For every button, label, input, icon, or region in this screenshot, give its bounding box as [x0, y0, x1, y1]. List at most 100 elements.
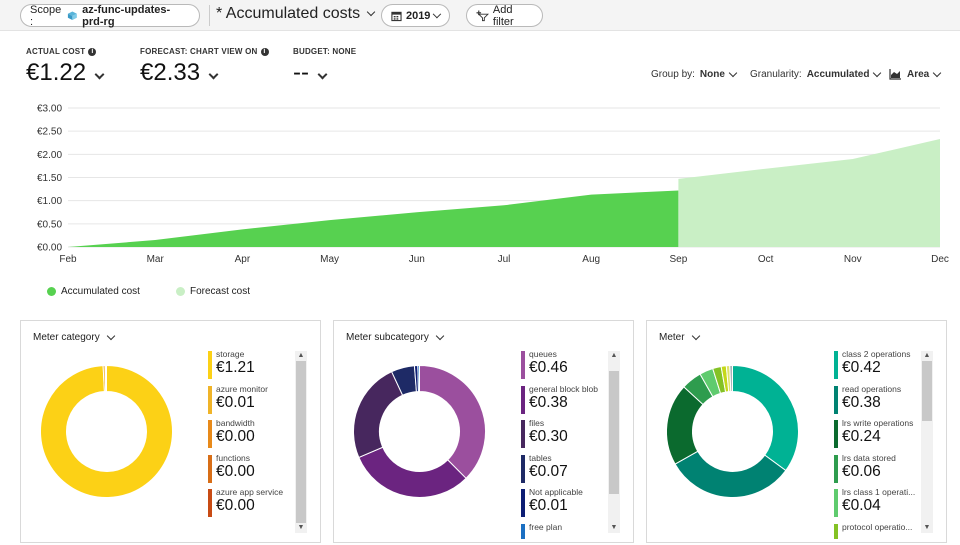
list-item[interactable]: free plan [521, 521, 609, 539]
date-range-button[interactable]: 2019 [381, 4, 450, 27]
scroll-thumb[interactable] [296, 361, 306, 523]
forecast-dropdown[interactable]: €2.33 [140, 60, 269, 86]
forecast-cost-area[interactable] [678, 139, 940, 247]
item-name: lrs class 1 operati... [842, 487, 916, 497]
card-title: Meter category [33, 332, 100, 343]
info-icon[interactable]: i [260, 47, 269, 56]
budget-value: -- [293, 59, 309, 86]
item-value: €0.07 [529, 462, 568, 480]
donut-slice[interactable] [358, 446, 467, 498]
item-name: lrs write operations [842, 418, 914, 428]
item-name: azure monitor [216, 383, 268, 394]
info-icon[interactable]: i [88, 47, 97, 56]
list-item[interactable]: queues €0.46 [521, 349, 609, 384]
chart-type-dropdown[interactable]: Area [889, 68, 942, 80]
item-value: €0.38 [529, 393, 568, 411]
list-item[interactable]: protocol operatio... [834, 522, 922, 539]
donut-slice[interactable] [105, 364, 107, 393]
list-item[interactable]: Not applicable €0.01 [521, 487, 609, 522]
y-tick-label: €2.50 [37, 127, 62, 138]
card-title: Meter subcategory [346, 332, 429, 343]
chevron-down-icon [106, 331, 115, 340]
x-tick-label: Oct [758, 254, 774, 265]
legend-item-accumulated[interactable]: Accumulated cost [47, 286, 140, 297]
year-label: 2019 [405, 9, 431, 22]
breakdown-list: class 2 operations €0.42 read operations… [834, 349, 922, 539]
x-tick-label: Nov [844, 254, 862, 265]
scope-selector[interactable]: Scope : az-func-updates-prd-rg [20, 4, 200, 28]
chevron-down-icon [691, 331, 700, 340]
forecast-kpi: FORECAST: CHART VIEW ON i €2.33 [140, 47, 269, 86]
card-title: Meter [659, 332, 685, 343]
donut-slice[interactable] [353, 371, 404, 459]
item-name: Not applicable [529, 487, 583, 497]
list-item[interactable]: lrs data stored €0.06 [834, 453, 922, 488]
list-item[interactable]: tables €0.07 [521, 453, 609, 488]
scroll-thumb[interactable] [922, 361, 932, 421]
granularity-dropdown[interactable]: Granularity: Accumulated [750, 68, 882, 80]
group-by-dropdown[interactable]: Group by: None [651, 68, 738, 80]
color-swatch [834, 489, 838, 517]
list-item[interactable]: general block blob €0.38 [521, 384, 609, 419]
color-swatch [834, 454, 838, 483]
card-title-dropdown[interactable]: Meter [659, 331, 700, 343]
actual-cost-kpi: ACTUAL COST i €1.22 [26, 47, 105, 86]
y-tick-label: €0.00 [37, 243, 62, 254]
list-item[interactable]: lrs write operations €0.24 [834, 418, 922, 453]
scroll-down-icon[interactable]: ▼ [610, 524, 618, 531]
item-value: €0.00 [216, 497, 255, 514]
list-item[interactable]: files €0.30 [521, 418, 609, 453]
legend-item-forecast[interactable]: Forecast cost [176, 286, 250, 297]
budget-dropdown[interactable]: -- [293, 60, 356, 86]
accumulated-cost-area[interactable] [68, 190, 679, 247]
card-title-dropdown[interactable]: Meter category [33, 331, 115, 343]
x-tick-label: Dec [931, 254, 949, 265]
color-swatch [208, 489, 212, 517]
scrollbar[interactable]: ▲ ▼ [295, 351, 307, 533]
item-value: €0.01 [529, 497, 568, 514]
donut-slice[interactable] [674, 450, 787, 498]
scroll-thumb[interactable] [609, 370, 619, 494]
list-item[interactable]: bandwidth €0.00 [208, 418, 296, 453]
item-name: free plan [529, 521, 563, 532]
donut-chart [40, 364, 173, 498]
color-swatch [521, 351, 525, 379]
donut-slice[interactable] [729, 364, 733, 393]
card-title-dropdown[interactable]: Meter subcategory [346, 331, 445, 343]
actual-cost-dropdown[interactable]: €1.22 [26, 60, 105, 86]
chevron-down-icon [433, 9, 442, 18]
x-tick-label: Apr [235, 254, 251, 265]
scroll-up-icon[interactable]: ▲ [297, 352, 305, 359]
toolbar: Scope : az-func-updates-prd-rg * Accumul… [0, 0, 960, 31]
item-name: general block blob [529, 383, 598, 394]
list-item[interactable]: class 2 operations €0.42 [834, 349, 922, 384]
donut-slice[interactable] [40, 364, 173, 498]
scroll-up-icon[interactable]: ▲ [923, 352, 931, 359]
donut-slice[interactable] [417, 364, 420, 393]
group-by-value: None [699, 69, 725, 80]
y-tick-label: €3.00 [37, 104, 62, 115]
legend-swatch [47, 287, 56, 296]
scroll-up-icon[interactable]: ▲ [610, 352, 618, 359]
list-item[interactable]: read operations €0.38 [834, 384, 922, 419]
scroll-down-icon[interactable]: ▼ [923, 524, 931, 531]
scrollbar[interactable]: ▲ ▼ [921, 351, 933, 533]
chevron-down-icon [933, 68, 942, 77]
add-filter-label: Add filter [492, 3, 514, 28]
list-item[interactable]: azure monitor €0.01 [208, 384, 296, 419]
item-name: azure app service [216, 487, 284, 497]
x-tick-label: May [320, 254, 339, 265]
list-item[interactable]: azure app service €0.00 [208, 487, 296, 522]
add-filter-button[interactable]: Add filter [466, 3, 543, 28]
scroll-down-icon[interactable]: ▼ [297, 524, 305, 531]
scrollbar[interactable]: ▲ ▼ [608, 351, 620, 533]
forecast-value: €2.33 [140, 59, 201, 86]
list-item[interactable]: storage €1.21 [208, 349, 296, 384]
donut-slice[interactable] [419, 364, 486, 480]
view-selector[interactable]: * Accumulated costs [216, 5, 376, 23]
donut-slice[interactable] [732, 364, 799, 472]
list-item[interactable]: functions €0.00 [208, 453, 296, 488]
list-item[interactable]: lrs class 1 operati... €0.04 [834, 487, 922, 522]
view-title: * Accumulated costs [216, 5, 361, 22]
chevron-down-icon [435, 331, 445, 340]
